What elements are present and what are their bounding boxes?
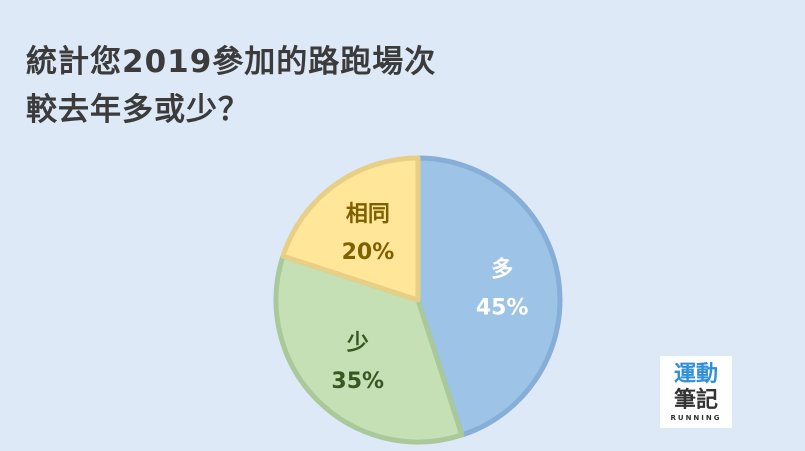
slice-category-label: 多	[491, 257, 513, 283]
title-line-2: 較去年多或少？	[26, 92, 250, 128]
pie-slice-1	[273, 253, 465, 445]
slice-percent-label: 20%	[342, 240, 395, 265]
chart-title: 統計您2019參加的路跑場次 較去年多或少？	[26, 38, 436, 134]
slice-category-label: 相同	[346, 202, 390, 227]
pie-slice-0	[415, 155, 563, 438]
logo: 運動 筆記 RUNNING	[660, 356, 732, 428]
pie-slice-2	[280, 155, 421, 303]
slice-percent-label: 45%	[476, 296, 529, 321]
slice-category-label: 少	[346, 331, 369, 356]
slice-percent-label: 35%	[331, 369, 384, 394]
title-line-1: 統計您2019參加的路跑場次	[26, 44, 437, 80]
